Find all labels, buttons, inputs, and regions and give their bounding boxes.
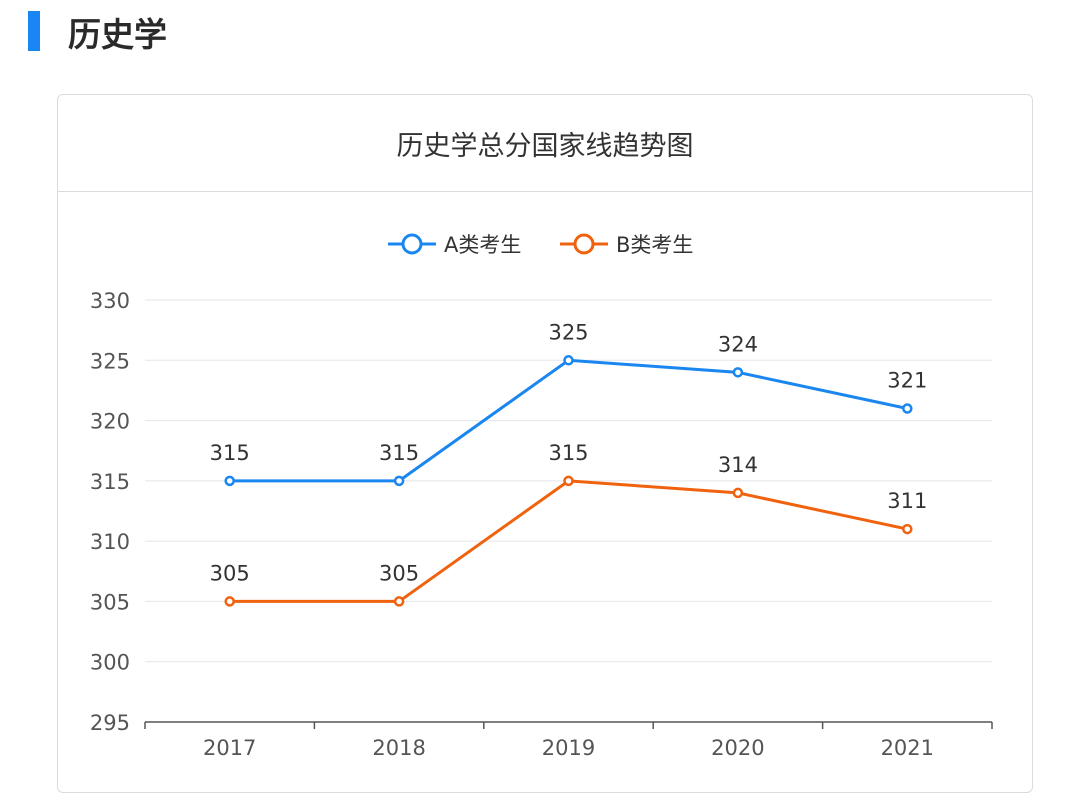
- data-label: 315: [210, 441, 250, 465]
- data-label: 305: [379, 561, 419, 585]
- data-label: 314: [718, 453, 758, 477]
- data-label: 315: [548, 441, 588, 465]
- x-tick-label: 2020: [711, 736, 764, 760]
- x-tick-label: 2019: [542, 736, 595, 760]
- x-tick-label: 2017: [203, 736, 256, 760]
- data-point: [224, 596, 235, 607]
- legend-label: A类考生: [444, 233, 521, 257]
- data-label: 324: [718, 332, 758, 356]
- x-tick-label: 2018: [372, 736, 425, 760]
- chart-title: 历史学总分国家线趋势图: [58, 95, 1032, 192]
- data-label: 315: [379, 441, 419, 465]
- y-tick-label: 330: [90, 289, 130, 313]
- section-title: 历史学: [68, 15, 167, 54]
- x-tick-label: 2021: [881, 736, 934, 760]
- data-point: [902, 523, 913, 535]
- y-tick-label: 320: [90, 410, 130, 434]
- y-tick-label: 300: [90, 651, 130, 675]
- legend-marker-icon: [401, 233, 423, 255]
- y-tick-label: 310: [90, 530, 130, 554]
- section-accent-bar: [28, 11, 40, 51]
- data-point: [224, 475, 235, 487]
- y-tick-label: 325: [90, 349, 130, 373]
- legend-label: B类考生: [616, 233, 693, 257]
- legend-marker-icon: [573, 233, 595, 255]
- y-tick-label: 295: [90, 711, 130, 735]
- data-point: [393, 596, 405, 607]
- y-tick-label: 305: [90, 590, 130, 614]
- data-point: [393, 475, 405, 487]
- data-point: [563, 355, 574, 366]
- data-label: 305: [210, 561, 250, 585]
- data-label: 321: [887, 369, 927, 393]
- data-point: [732, 487, 744, 499]
- y-tick-label: 315: [90, 470, 130, 494]
- data-point: [902, 403, 913, 414]
- data-point: [732, 367, 744, 378]
- data-point: [563, 475, 574, 487]
- data-label: 325: [548, 320, 588, 344]
- chart-card: 历史学总分国家线趋势图: [57, 94, 1033, 793]
- data-label: 311: [887, 489, 927, 513]
